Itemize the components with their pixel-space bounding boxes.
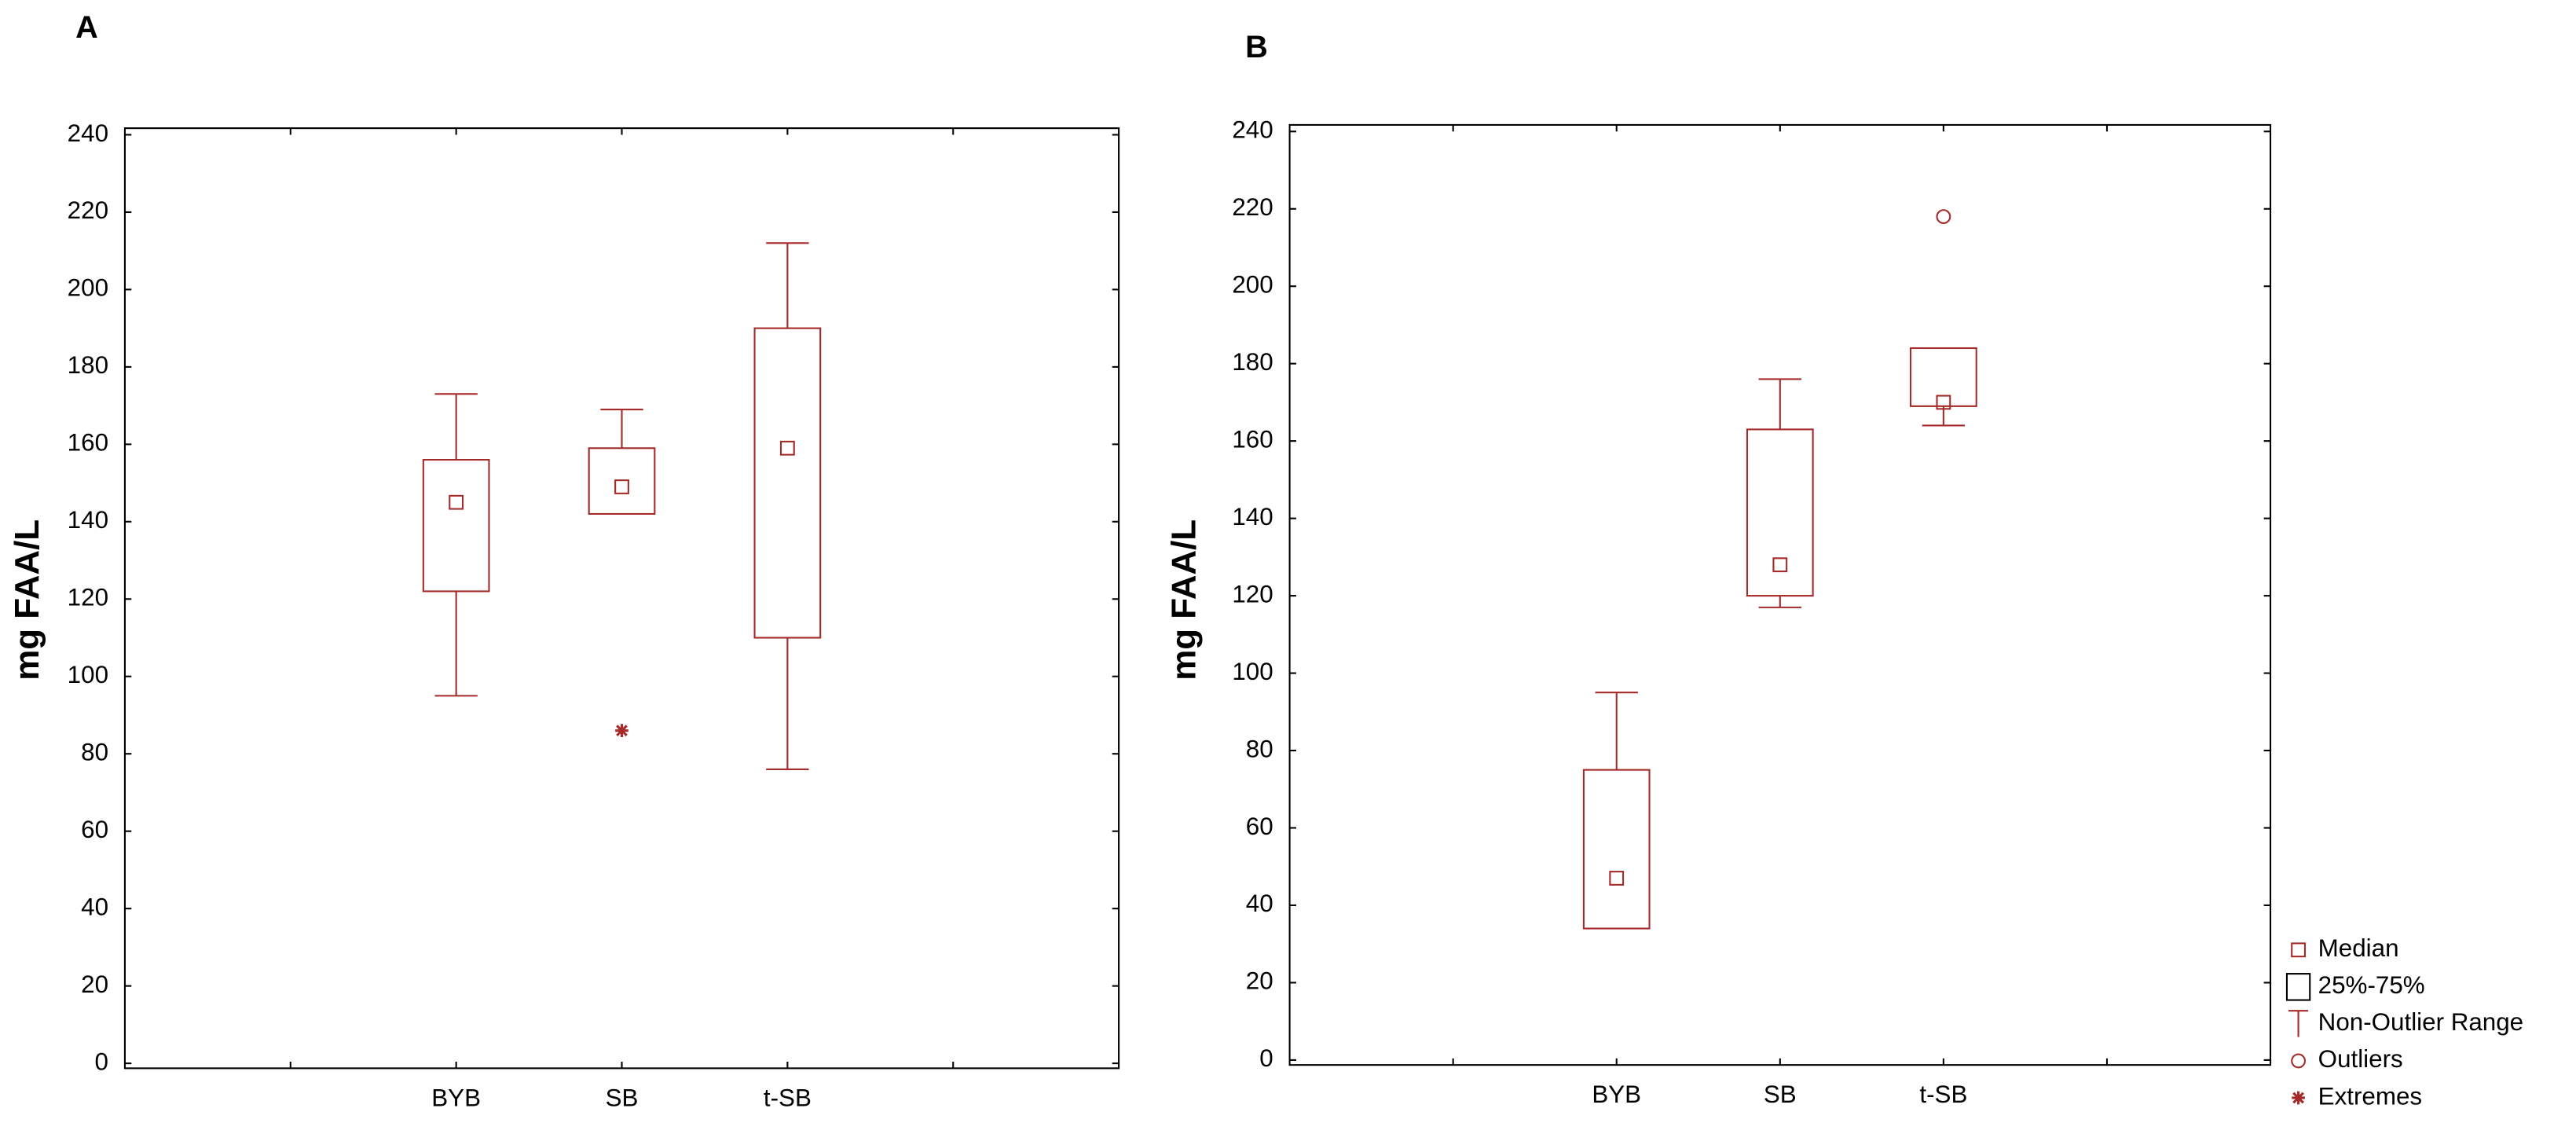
box [753,327,822,639]
y-tick-label: 40 [1246,890,1273,917]
x-tick-label: SB [1764,1081,1797,1108]
x-tick-label: BYB [1592,1081,1641,1108]
legend-symbol [2288,1010,2309,1037]
legend-symbol [2292,1091,2305,1105]
y-tick-label: 120 [68,584,108,611]
legend-symbol [2291,1053,2306,1069]
legend-symbol [2291,942,2306,958]
y-tick-label: 80 [81,738,108,765]
y-tick-label: 20 [81,971,108,998]
y-tick-label: 80 [1246,735,1273,762]
median-marker [614,479,629,494]
y-tick-label: 140 [68,506,108,534]
y-tick-label: 180 [1232,348,1273,376]
legend-label: Outliers [2318,1045,2403,1073]
legend-label: Non-Outlier Range [2318,1008,2523,1036]
y-tick-label: 200 [1232,271,1273,299]
y-tick-label: 120 [1232,580,1273,607]
median-marker [779,440,795,456]
y-tick-label: 100 [1232,658,1273,685]
median-marker [1772,557,1788,573]
y-tick-label: 100 [68,661,108,688]
y-tick-label: 140 [1232,503,1273,530]
legend-symbol [2285,973,2311,1001]
y-tick-label: 240 [1232,116,1273,144]
y-tick-label: 40 [81,893,108,920]
box [1582,769,1651,930]
y-tick-label: 160 [1232,425,1273,453]
y-tick-label: 0 [1259,1044,1273,1072]
box [422,458,490,593]
y-axis-label: mg FAA/L [8,519,46,681]
y-tick-label: 180 [68,351,108,379]
x-tick-label: SB [606,1084,639,1111]
y-tick-label: 240 [68,119,108,147]
y-tick-label: 220 [1232,193,1273,221]
box [1910,347,1977,407]
panel-label: A [75,10,98,45]
panel-label: B [1245,30,1268,64]
outlier [1936,209,1951,225]
x-tick-label: t-SB [1919,1081,1967,1108]
legend-label: 25%-75% [2318,971,2425,999]
y-axis-label: mg FAA/L [1164,519,1203,681]
y-tick-label: 60 [1246,813,1273,840]
x-tick-label: t-SB [764,1084,812,1111]
y-tick-label: 20 [1246,967,1273,995]
y-tick-label: 0 [95,1048,108,1075]
y-tick-label: 200 [68,274,108,302]
median-marker [1609,871,1625,886]
plot-frame [123,127,1120,1070]
extreme [615,724,628,738]
legend-label: Extremes [2318,1082,2422,1110]
y-tick-label: 60 [81,816,108,843]
y-tick-label: 160 [68,429,108,457]
median-marker [449,494,464,510]
legend-label: Median [2318,934,2399,962]
median-marker [1936,395,1951,410]
y-tick-label: 220 [68,196,108,224]
x-tick-label: BYB [431,1084,481,1111]
box [1746,428,1814,597]
